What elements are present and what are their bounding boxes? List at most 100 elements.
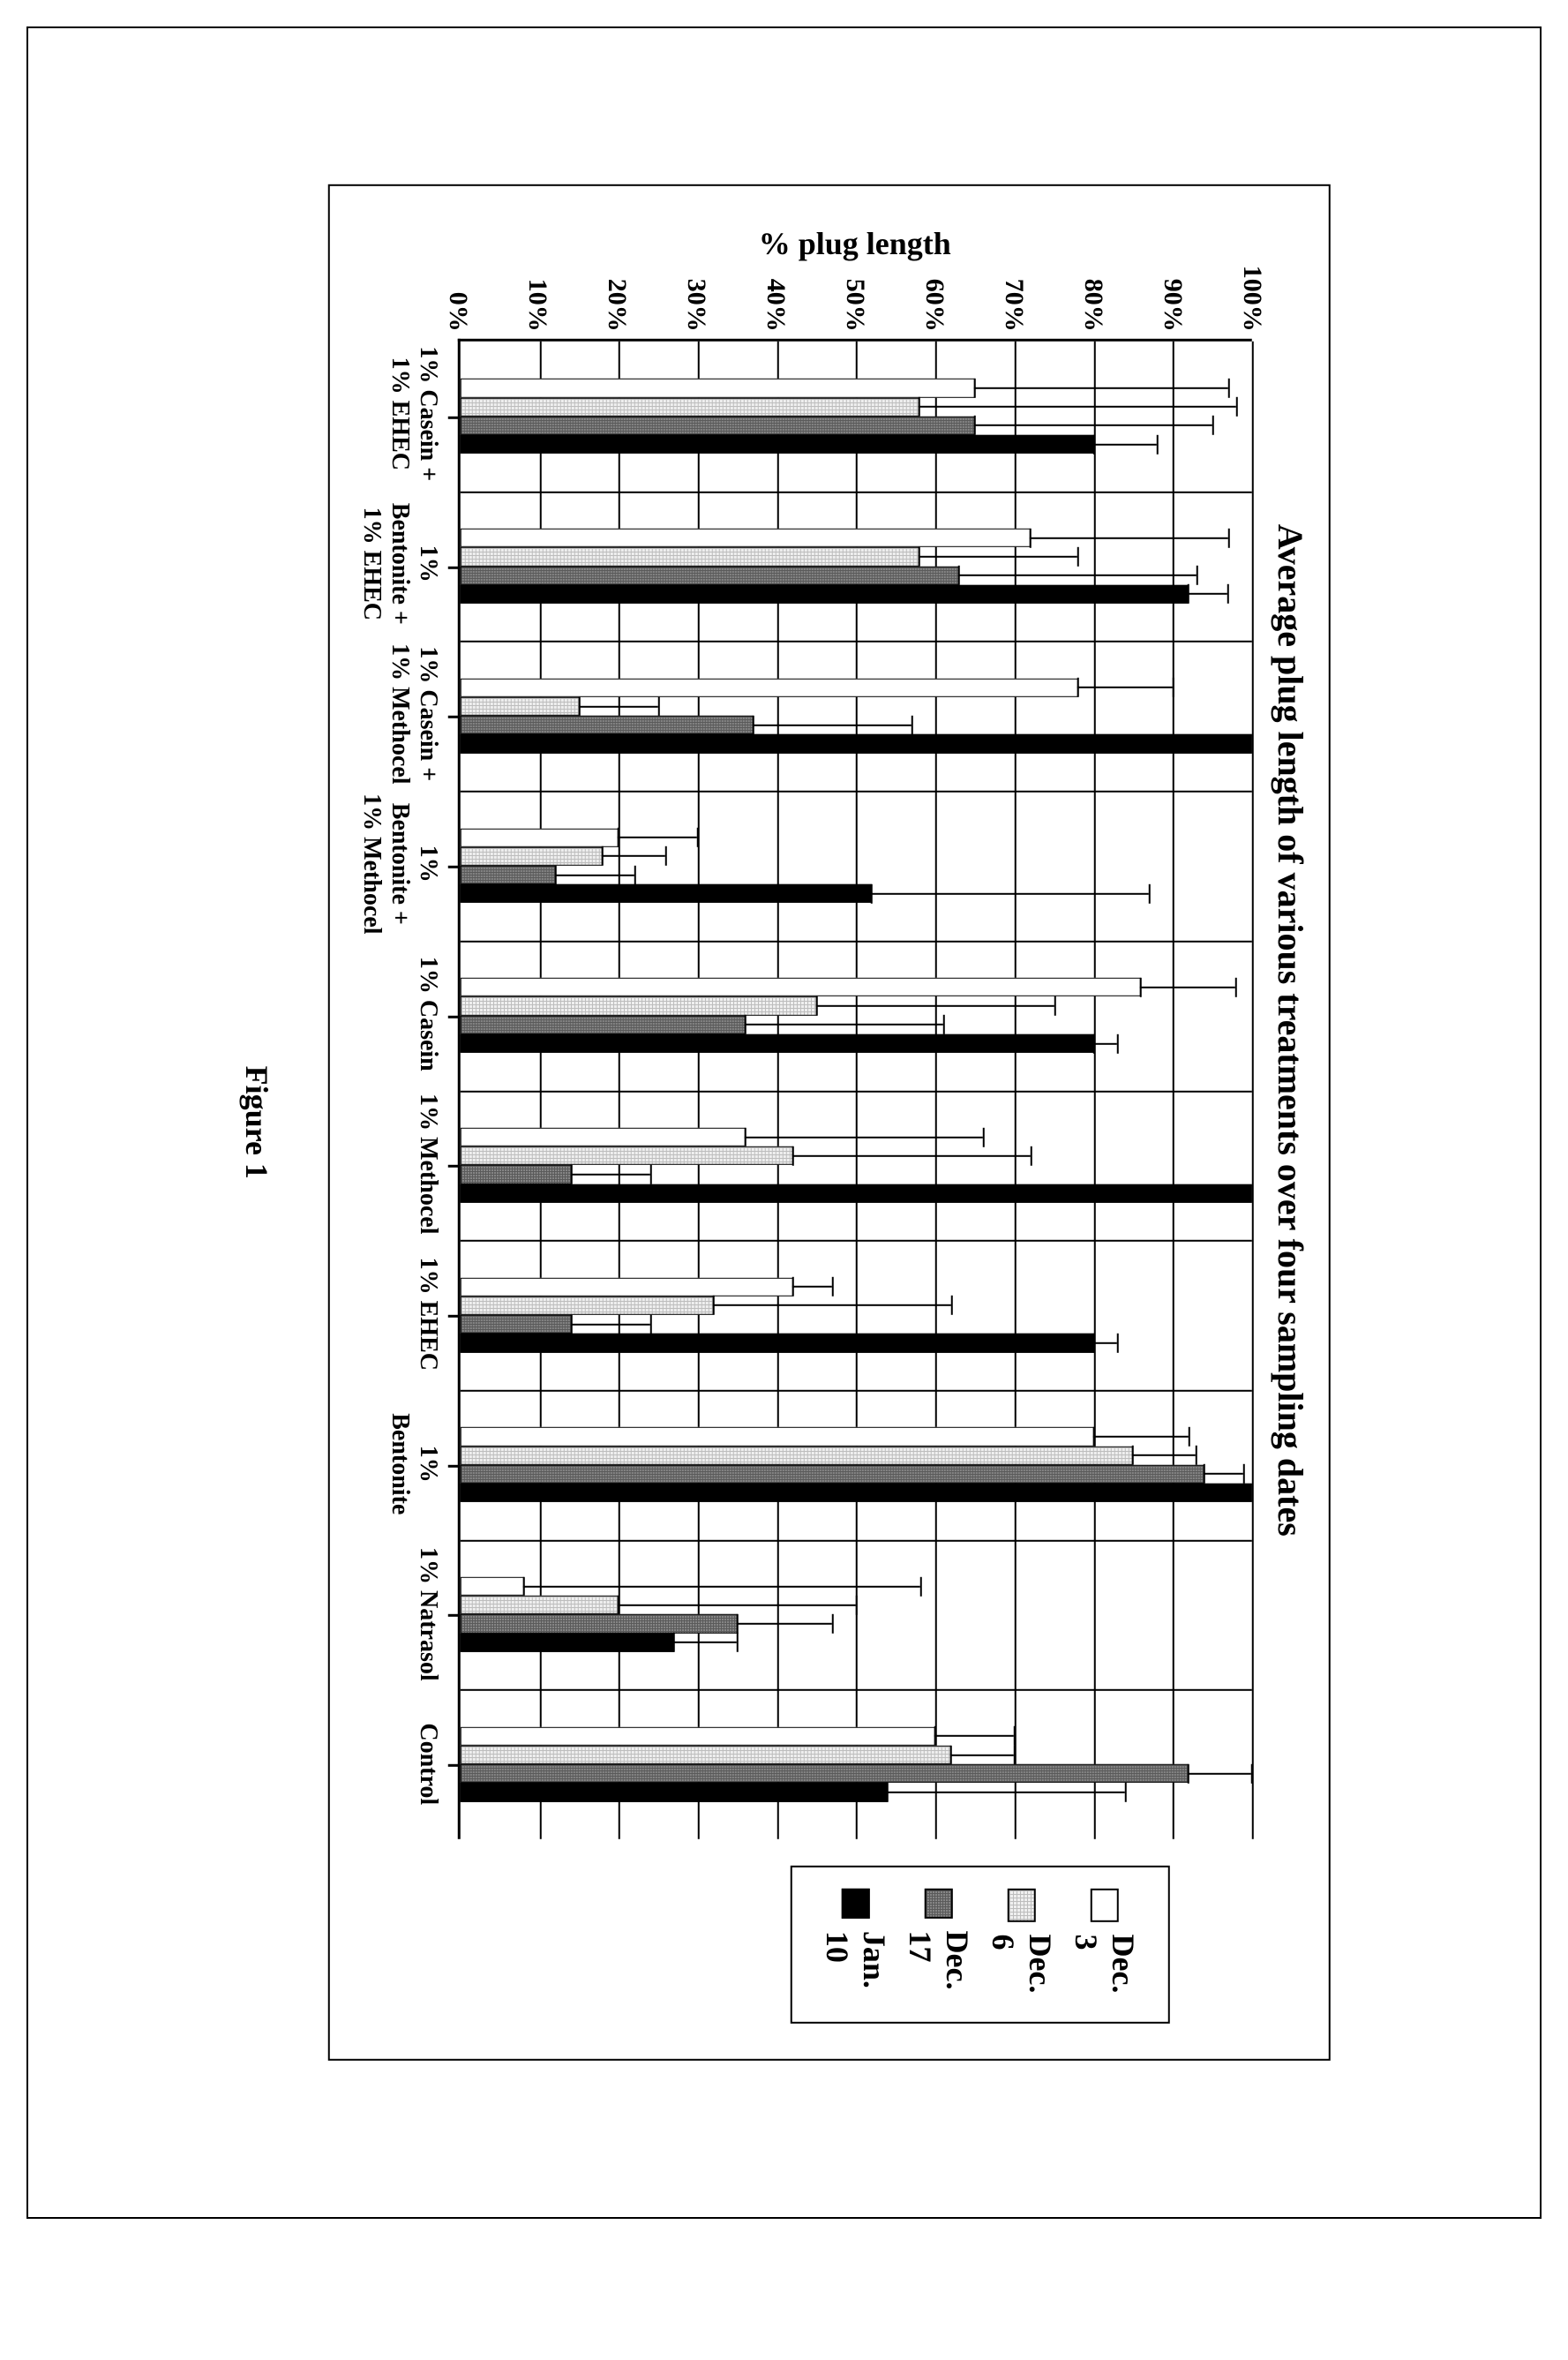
error-bar [602, 855, 665, 857]
bar [460, 829, 618, 847]
error-bar [522, 1586, 919, 1588]
page-frame: Average plug length of various treatment… [26, 26, 1542, 2219]
bar [460, 1016, 745, 1034]
legend-row: Dec. 6 [984, 1889, 1058, 2001]
x-tick-mark [447, 567, 460, 569]
error-cap [1242, 1464, 1244, 1484]
bar [460, 847, 602, 866]
error-cap [871, 884, 873, 904]
error-cap [522, 1577, 524, 1597]
error-bar [792, 1286, 831, 1288]
error-bar [1092, 1436, 1188, 1438]
bar [460, 735, 1251, 754]
error-cap [792, 1277, 793, 1296]
bar [460, 435, 1093, 454]
error-cap [554, 866, 556, 885]
error-cap [697, 828, 699, 847]
bar [460, 866, 555, 884]
error-cap [1054, 996, 1055, 1016]
legend-row: Jan. 10 [818, 1889, 892, 2001]
bar-group [460, 941, 1251, 1091]
error-bar [1140, 987, 1235, 988]
bar [460, 716, 753, 734]
bar [460, 1746, 950, 1764]
bar [460, 1577, 523, 1596]
error-cap [1132, 1446, 1134, 1465]
x-category-label: 1% EHEC [356, 1239, 442, 1389]
error-bar [1092, 444, 1156, 446]
error-cap [919, 397, 920, 417]
error-cap [919, 547, 920, 567]
error-bar [1132, 1454, 1196, 1456]
x-category-label: 1% Casein +1% EHEC [356, 339, 442, 489]
bar [460, 547, 919, 566]
error-bar [887, 1792, 1125, 1793]
bar-group [460, 1091, 1251, 1241]
error-cap [1212, 416, 1213, 435]
error-bar [736, 1623, 831, 1625]
error-cap [649, 1165, 651, 1184]
bar [460, 1596, 618, 1614]
error-bar [871, 893, 1149, 895]
error-cap [634, 866, 635, 885]
bar [460, 1447, 1132, 1465]
error-cap [1125, 1783, 1127, 1802]
bar [460, 1465, 1204, 1484]
error-cap [919, 1577, 921, 1597]
error-cap [1172, 678, 1174, 697]
x-tick-mark [447, 1016, 460, 1018]
chart-title: Average plug length of various treatment… [1269, 524, 1310, 1537]
chart-body: % plug length 100%90%80%70%60%50%40%30%2… [457, 222, 1251, 1839]
error-cap [752, 716, 754, 735]
error-bar [919, 406, 1236, 408]
bar [460, 679, 1077, 697]
error-cap [1149, 884, 1151, 904]
bar [460, 1427, 1093, 1446]
error-bar [1188, 593, 1227, 595]
error-bar [1092, 1342, 1116, 1344]
error-bar [973, 425, 1212, 426]
error-cap [712, 1296, 714, 1315]
legend-swatch [924, 1889, 952, 1919]
bar-group [460, 791, 1251, 941]
error-cap [1013, 1726, 1015, 1746]
bar [460, 1165, 571, 1184]
bar [460, 1128, 745, 1146]
error-cap [1092, 1427, 1094, 1447]
error-bar [919, 556, 1077, 558]
error-cap [672, 1633, 674, 1652]
bar [460, 567, 958, 585]
error-cap [1013, 1746, 1015, 1765]
error-bar [570, 1174, 649, 1176]
error-bar [1077, 687, 1172, 688]
error-cap [570, 1165, 572, 1184]
error-cap [831, 1277, 833, 1296]
bar [460, 996, 816, 1015]
x-tick-mark [447, 1165, 460, 1168]
error-bar [1188, 1773, 1251, 1775]
x-category-label: Control [356, 1689, 442, 1839]
bar [460, 1783, 887, 1801]
error-bar [752, 725, 911, 726]
error-bar [973, 387, 1227, 389]
error-cap [618, 1596, 619, 1615]
bar-group [460, 342, 1251, 492]
x-tick-mark [447, 1465, 460, 1468]
x-category-label: 1% Methocel [356, 1089, 442, 1239]
error-bar [1203, 1473, 1242, 1475]
error-cap [1227, 529, 1229, 548]
bar [460, 379, 974, 397]
error-cap [736, 1614, 738, 1634]
bar [460, 1278, 792, 1296]
chart-frame: Average plug length of various treatment… [328, 184, 1331, 2061]
error-bar [672, 1642, 736, 1643]
bar [460, 1727, 934, 1746]
error-cap [950, 1296, 952, 1315]
legend-swatch [1007, 1889, 1035, 1922]
bar-group [460, 641, 1251, 791]
legend-label: Dec. 17 [901, 1931, 975, 2001]
error-cap [665, 846, 667, 866]
error-cap [1235, 978, 1237, 997]
error-cap [649, 1315, 651, 1334]
error-cap [831, 1614, 833, 1634]
